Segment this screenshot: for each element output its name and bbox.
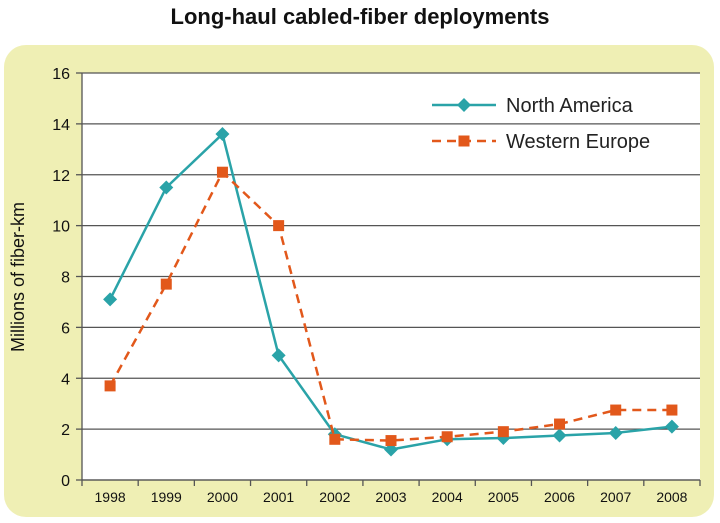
y-axis-ticks: 0 2 4 6 8 10 12 14 16 <box>52 66 82 490</box>
x-tick-label: 2004 <box>432 489 463 505</box>
legend-label-western-europe: Western Europe <box>506 131 650 153</box>
x-tick-label: 2003 <box>375 489 406 505</box>
grid-lines <box>81 72 700 481</box>
y-tick-label: 0 <box>61 473 70 490</box>
x-tick-label: 2001 <box>263 489 294 505</box>
data-point-north-america <box>159 180 174 195</box>
y-tick-label: 14 <box>52 117 70 134</box>
series-north-america <box>103 127 679 457</box>
y-tick-label: 8 <box>61 270 70 287</box>
x-axis-ticks: 1998 1999 2000 2001 2002 2003 2004 2005 2006 2007… <box>81 480 701 505</box>
data-point-north-america <box>103 292 118 307</box>
y-axis-label: Millions of fiber-km <box>8 202 28 352</box>
y-tick-label: 2 <box>61 422 70 439</box>
data-point-western-europe <box>610 404 622 416</box>
data-point-north-america <box>608 425 623 440</box>
data-point-western-europe <box>554 418 566 430</box>
x-tick-label: 2007 <box>600 489 631 505</box>
chart-title: Long-haul cabled-fiber deployments <box>170 4 550 29</box>
legend: North America Western Europe <box>432 95 650 153</box>
data-point-western-europe <box>666 404 678 416</box>
legend-marker-western-europe <box>458 135 470 147</box>
data-point-north-america <box>664 419 679 434</box>
series <box>103 127 679 457</box>
series-line-western-europe <box>108 170 672 442</box>
data-point-north-america <box>552 428 567 443</box>
data-point-western-europe <box>329 433 341 445</box>
x-tick-label: 2000 <box>207 489 238 505</box>
x-tick-label: 2005 <box>488 489 519 505</box>
x-tick-label: 2002 <box>319 489 350 505</box>
y-tick-label: 4 <box>61 371 70 388</box>
x-tick-label: 2006 <box>544 489 575 505</box>
y-tick-label: 16 <box>52 66 70 83</box>
data-point-western-europe <box>104 380 116 392</box>
data-point-western-europe <box>216 166 228 178</box>
data-point-north-america <box>271 348 286 363</box>
legend-item-western-europe: Western Europe <box>432 131 650 153</box>
y-tick-label: 12 <box>52 168 70 185</box>
x-tick-label: 2008 <box>656 489 687 505</box>
data-point-western-europe <box>273 220 285 232</box>
legend-marker-north-america <box>457 98 471 112</box>
x-tick-label: 1998 <box>95 489 126 505</box>
legend-label-north-america: North America <box>506 95 634 117</box>
y-tick-label: 6 <box>61 320 70 337</box>
data-point-western-europe <box>497 426 509 438</box>
data-point-western-europe <box>385 435 397 447</box>
x-tick-label: 1999 <box>151 489 182 505</box>
y-tick-label: 10 <box>52 219 70 236</box>
legend-item-north-america: North America <box>432 95 634 117</box>
data-point-western-europe <box>441 431 453 443</box>
data-point-western-europe <box>160 278 172 290</box>
series-western-europe <box>104 166 678 447</box>
data-point-north-america <box>215 127 230 142</box>
